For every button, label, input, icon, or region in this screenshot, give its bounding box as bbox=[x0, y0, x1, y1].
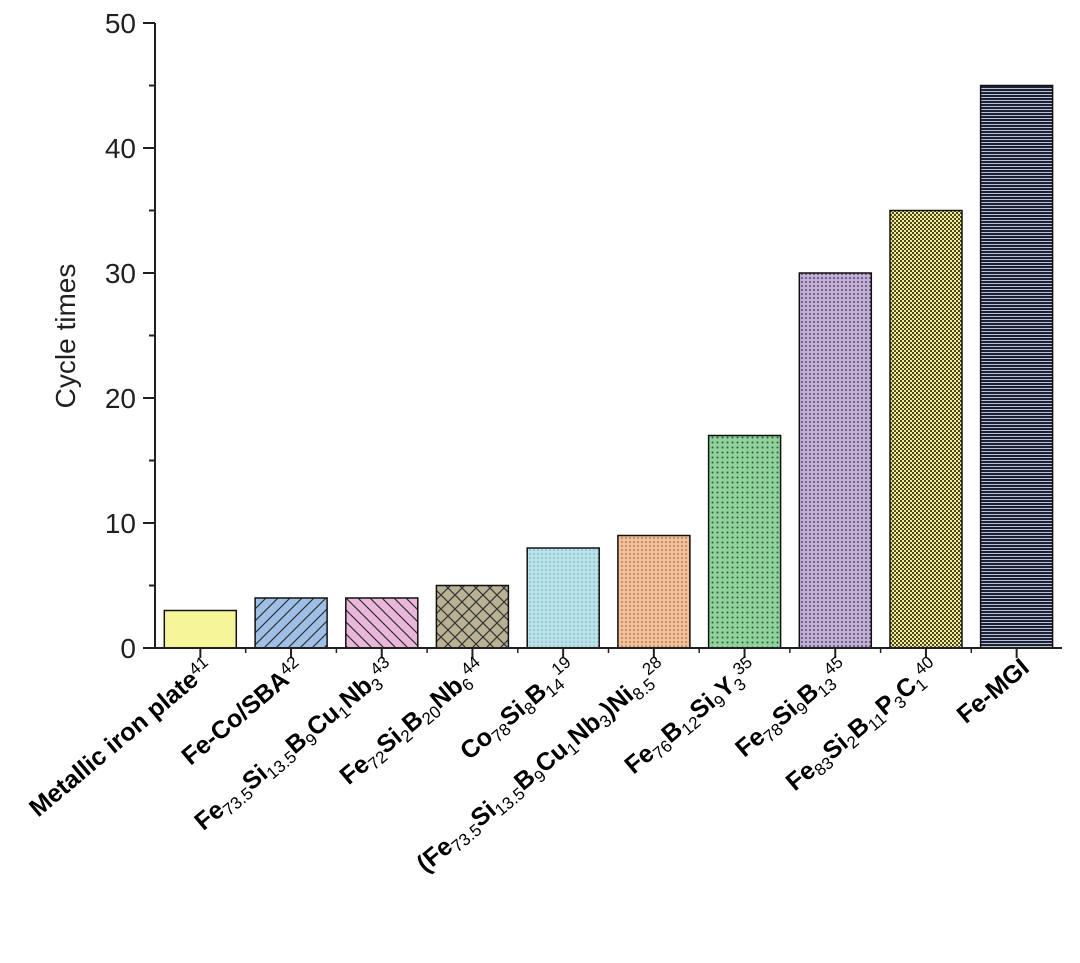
bar-9 bbox=[889, 209, 963, 649]
x-tick-label: Fe83Si2B11P3C140 bbox=[780, 653, 946, 799]
y-tick-label: 10 bbox=[105, 508, 136, 539]
bar-8 bbox=[798, 272, 873, 649]
x-tick-labels: Metallic iron plate41Fe-Co/SBA42Fe73.5Si… bbox=[24, 648, 1035, 878]
bars-layer bbox=[163, 84, 1054, 649]
bar-10 bbox=[979, 84, 1054, 649]
y-tick-label: 20 bbox=[105, 383, 136, 414]
bar-7 bbox=[707, 434, 782, 649]
y-tick-label: 30 bbox=[105, 258, 136, 289]
x-tick-label: Fe-MGI bbox=[952, 653, 1035, 729]
bar-5 bbox=[526, 547, 600, 649]
bar-4 bbox=[435, 584, 510, 649]
bar-3 bbox=[345, 597, 419, 649]
bar-2 bbox=[254, 597, 328, 649]
y-tick-label: 50 bbox=[105, 8, 136, 39]
y-tick-label: 40 bbox=[105, 133, 136, 164]
x-tick-label: Co78Si8B1419 bbox=[454, 653, 583, 768]
y-tick-label: 0 bbox=[120, 633, 136, 664]
y-ticks: 0 10 20 30 40 50 bbox=[105, 8, 155, 664]
bar-1 bbox=[163, 609, 238, 649]
bar-6 bbox=[617, 534, 691, 649]
y-axis-title: Cycle times bbox=[50, 264, 81, 409]
x-tick-label: Fe76B12Si9Y335 bbox=[619, 653, 764, 782]
